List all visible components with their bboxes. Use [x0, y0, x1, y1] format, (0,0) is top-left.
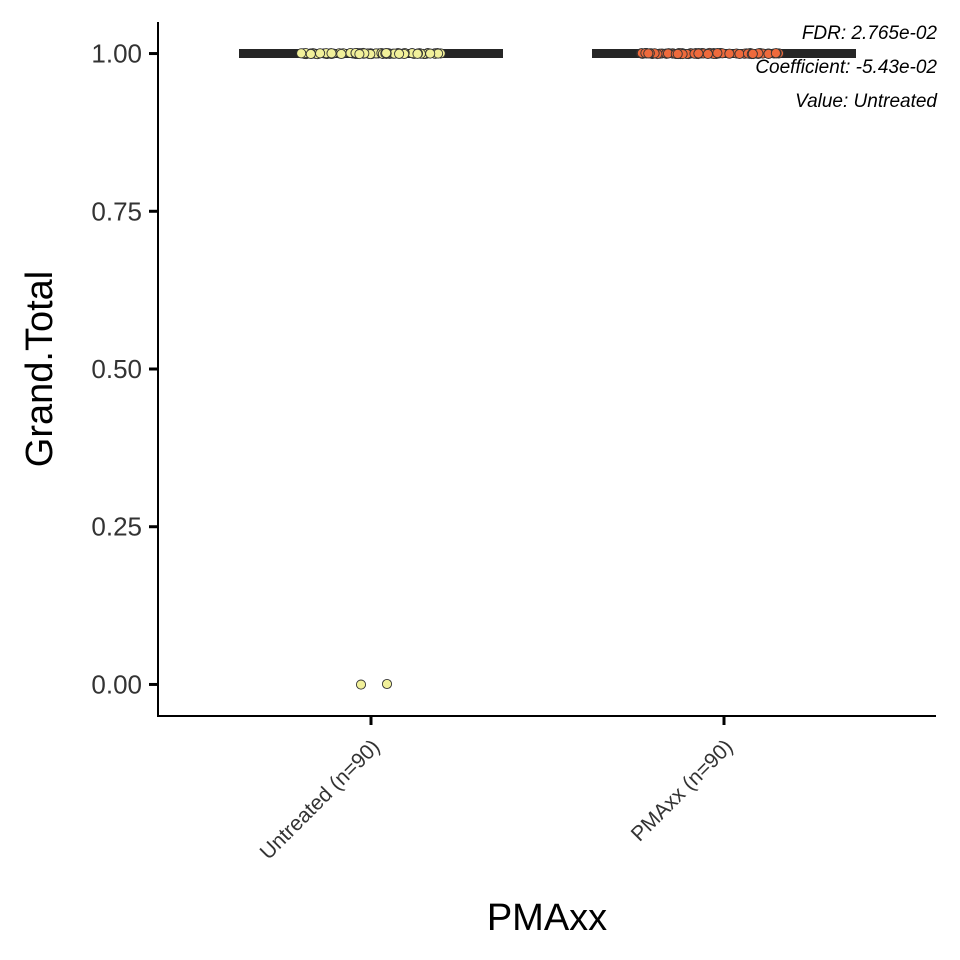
data-point: [336, 48, 347, 60]
stat-annotation: Coefficient: -5.43e-02: [755, 57, 937, 78]
y-tick-label: 0.50: [91, 354, 142, 384]
x-tick-label: PMAxx (n=90): [627, 735, 738, 846]
data-point: [712, 48, 723, 59]
stat-annotation: FDR: 2.765e-02: [802, 23, 938, 44]
data-point: [693, 48, 704, 59]
data-point: [355, 679, 367, 690]
annotations: FDR: 2.765e-02 Coefficient: -5.43e-02 Valu…: [755, 23, 938, 112]
data-point: [770, 48, 781, 59]
data-point: [734, 48, 745, 60]
stat-annotation: Value: Untreated: [795, 91, 938, 112]
x-axis-title: PMAxx: [487, 897, 607, 939]
y-tick-label: 0.00: [91, 669, 142, 699]
data-point: [326, 48, 337, 59]
data-point: [381, 48, 392, 59]
data-point: [724, 48, 735, 59]
data-point: [394, 48, 405, 59]
x-tick-label: Untreated (n=90): [256, 735, 385, 864]
y-tick-label: 1.00: [91, 39, 142, 69]
x-axis-ticks: Untreated (n=90) PMAxx (n=90): [256, 716, 738, 864]
data-point: [672, 48, 683, 59]
y-axis-ticks: 0.00 0.25 0.50 0.75 1.00: [91, 39, 158, 699]
data-point: [425, 48, 436, 59]
data-point: [747, 48, 758, 59]
data-point: [315, 48, 326, 59]
data-point: [354, 49, 365, 60]
y-axis-title: Grand.Total: [19, 271, 61, 467]
data-point: [305, 48, 316, 60]
y-tick-label: 0.25: [91, 512, 142, 542]
points-layer: [296, 47, 784, 690]
data-point: [381, 678, 393, 690]
data-point: [296, 48, 307, 59]
data-point: [702, 48, 713, 60]
y-tick-label: 0.75: [91, 196, 142, 226]
data-point: [643, 48, 654, 59]
data-point: [412, 48, 423, 59]
